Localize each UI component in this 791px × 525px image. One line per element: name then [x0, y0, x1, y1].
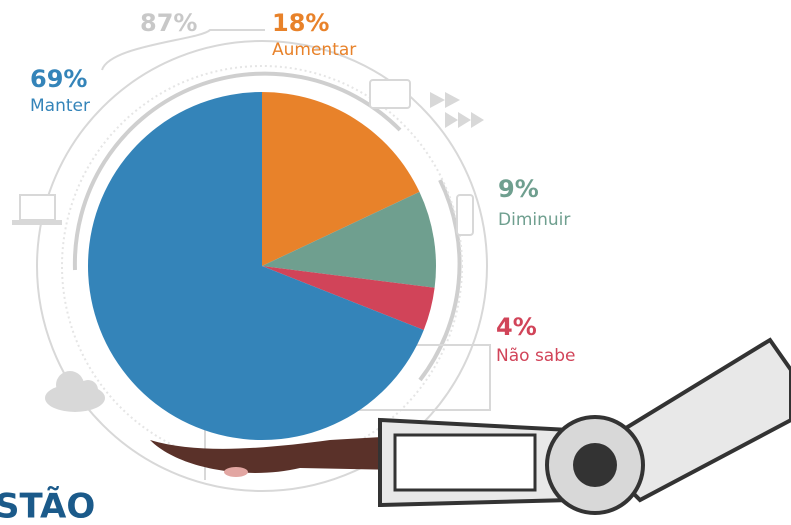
- value-label: 18%: [272, 9, 329, 37]
- hand: [150, 436, 400, 477]
- value-label: 9%: [498, 175, 539, 203]
- value-label: 4%: [496, 313, 537, 341]
- value-label: 69%: [30, 65, 87, 93]
- infographic: 18% Aumentar 9% Diminuir 4% Não sabe 69%…: [0, 0, 791, 525]
- category-label: Aumentar: [272, 40, 356, 60]
- annotation: 87%: [140, 9, 197, 37]
- category-label: Não sabe: [496, 346, 575, 366]
- category-label: Manter: [30, 96, 90, 116]
- category-label: Diminuir: [498, 210, 570, 230]
- heading-fragment: STÃO: [0, 486, 95, 525]
- robot-arm: [380, 340, 791, 513]
- pie: [88, 92, 436, 440]
